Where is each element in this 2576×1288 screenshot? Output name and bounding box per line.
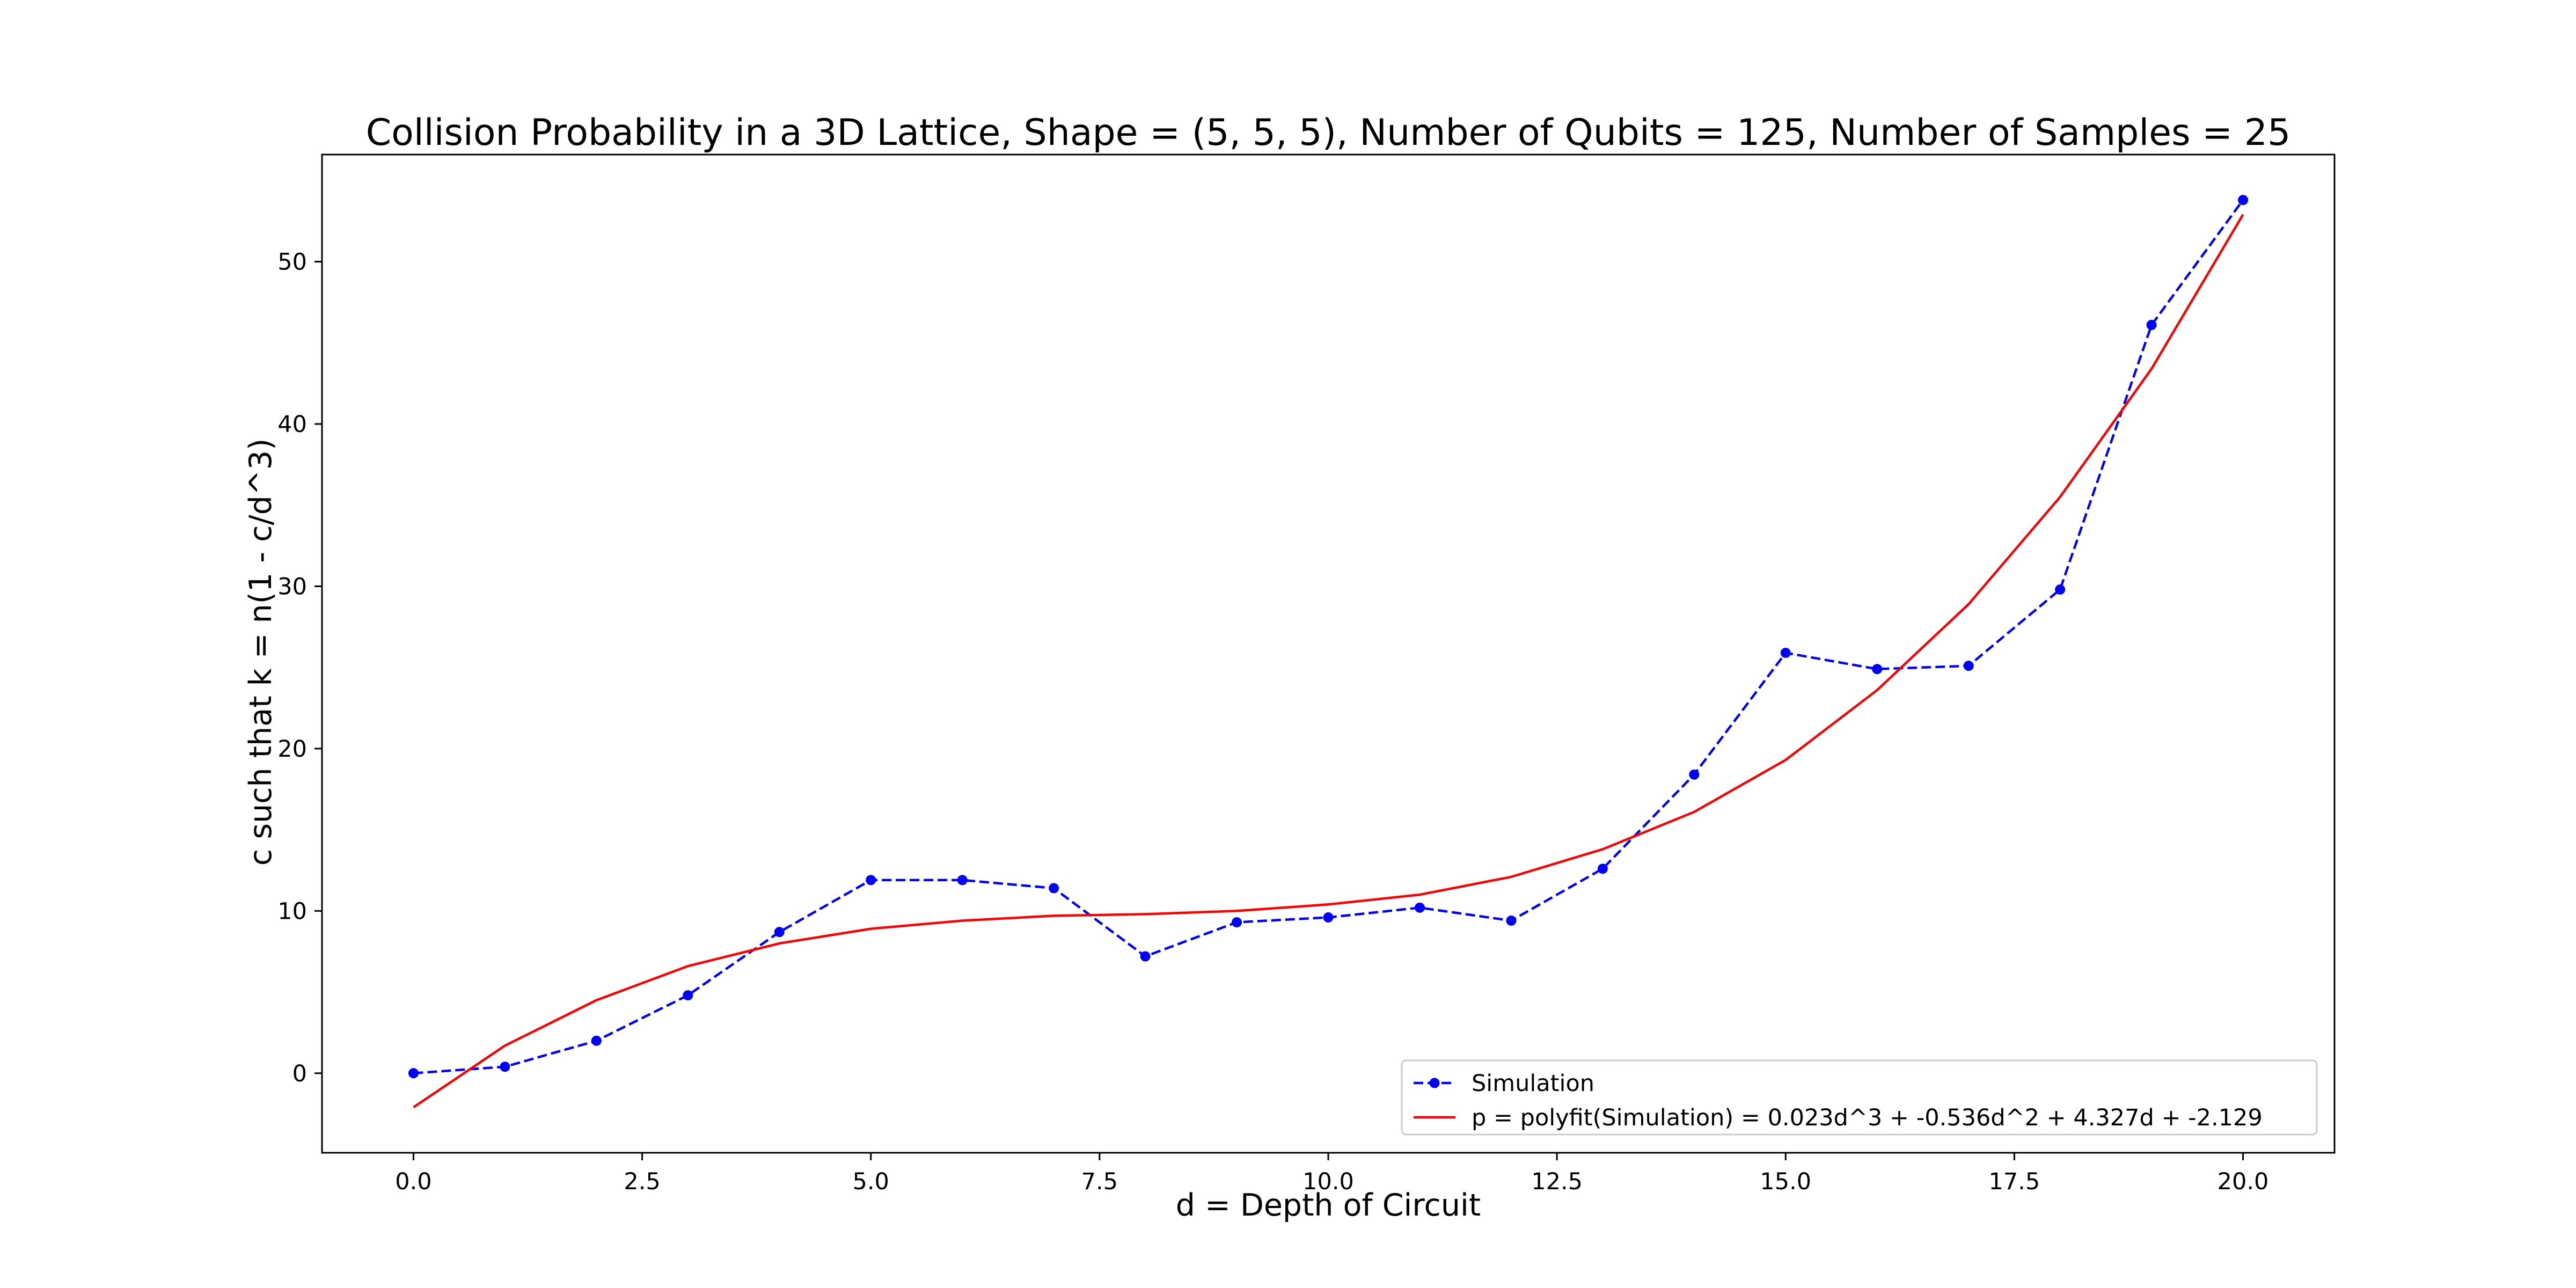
- y-tick-label: 0: [292, 1060, 307, 1087]
- x-axis-ticks: 0.0 2.5 5.0 7.5 10.0 12.5 15.0 17.5 20.0: [395, 1153, 2268, 1195]
- y-axis-label: c such that k = n(1 - c/d^3): [243, 438, 279, 866]
- data-point: [1140, 951, 1151, 962]
- legend: Simulation p = polyfit(Simulation) = 0.02…: [1401, 1059, 2318, 1136]
- data-point: [1506, 916, 1517, 926]
- plot-frame: [321, 153, 2336, 1154]
- data-point: [2146, 320, 2157, 331]
- data-point: [957, 875, 968, 885]
- y-tick-label: 20: [277, 736, 307, 763]
- data-point: [1597, 863, 1608, 874]
- legend-box: [1401, 1059, 2318, 1136]
- data-point: [866, 875, 876, 885]
- data-point: [500, 1062, 510, 1072]
- x-tick-label: 15.0: [1760, 1168, 1811, 1195]
- data-point: [1232, 917, 1242, 928]
- legend-label: p = polyfit(Simulation) = 0.023d^3 + -0.…: [1472, 1104, 2263, 1131]
- y-tick-label: 40: [277, 411, 307, 438]
- x-tick-label: 12.5: [1531, 1168, 1583, 1195]
- x-tick-label: 5.0: [853, 1168, 889, 1195]
- x-tick-label: 17.5: [1989, 1168, 2040, 1195]
- data-point: [1323, 912, 1334, 923]
- data-point: [1049, 883, 1059, 894]
- data-point: [1780, 647, 1791, 658]
- data-point: [1689, 769, 1700, 780]
- x-tick-label: 2.5: [624, 1168, 660, 1195]
- series-line-1: [413, 214, 2244, 1109]
- legend-marker: [1429, 1078, 1440, 1088]
- data-point: [2238, 195, 2249, 206]
- series-layer: [408, 195, 2249, 1109]
- chart-title: Collision Probability in a 3D Lattice, S…: [366, 112, 2291, 154]
- x-tick-label: 20.0: [2218, 1168, 2269, 1195]
- y-axis-ticks: 0 10 20 30 40 50: [277, 249, 322, 1087]
- data-point: [1872, 664, 1883, 675]
- data-point: [1963, 661, 1974, 671]
- data-point: [591, 1035, 602, 1046]
- data-point: [683, 990, 693, 1001]
- legend-label: Simulation: [1472, 1070, 1594, 1097]
- y-tick-label: 10: [277, 898, 307, 925]
- data-point: [1414, 902, 1425, 913]
- data-point: [2055, 584, 2066, 595]
- data-point: [774, 927, 785, 938]
- x-tick-label: 7.5: [1081, 1168, 1118, 1195]
- y-tick-label: 30: [277, 573, 307, 600]
- data-point: [408, 1068, 419, 1079]
- y-tick-label: 50: [277, 249, 307, 276]
- x-axis-label: d = Depth of Circuit: [1176, 1188, 1481, 1223]
- x-tick-label: 0.0: [395, 1168, 431, 1195]
- x-tick-label: 10.0: [1302, 1168, 1354, 1195]
